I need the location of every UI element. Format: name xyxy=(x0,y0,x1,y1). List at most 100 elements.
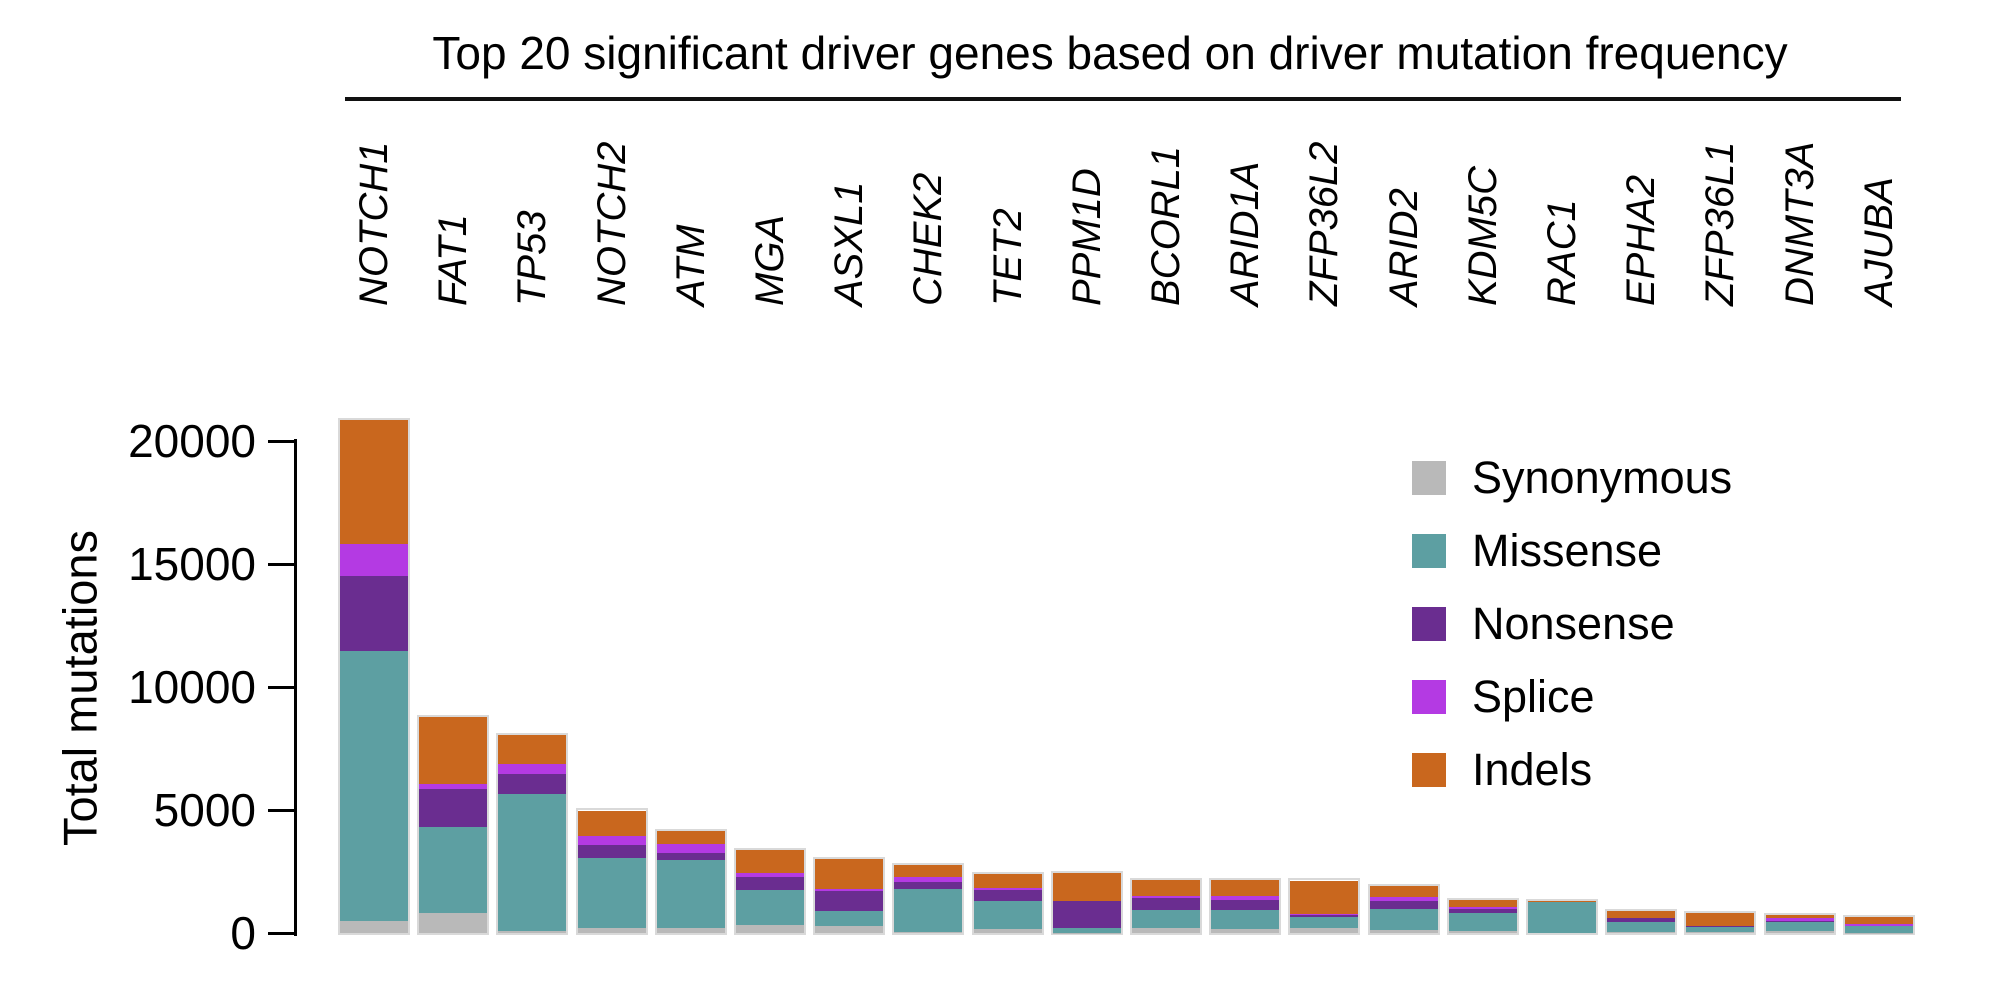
gene-label-KDM5C: KDM5C xyxy=(1460,165,1505,306)
y-tick-mark xyxy=(268,685,295,689)
bar-ARID1A xyxy=(1209,878,1282,935)
legend-swatch-missense xyxy=(1412,534,1446,568)
bar-TET2 xyxy=(971,871,1044,935)
gene-label-ARID1A: ARID1A xyxy=(1223,161,1268,307)
legend-swatch-nonsense xyxy=(1412,607,1446,641)
segment-NOTCH1-splice xyxy=(340,543,408,576)
bar-NOTCH1 xyxy=(338,418,410,935)
segment-PPM1D-indels xyxy=(1052,872,1121,901)
segment-ZFP36L2-nonsense xyxy=(1290,915,1359,917)
segment-ARID2-synonymous xyxy=(1369,929,1438,933)
segment-ATM-synonymous xyxy=(656,927,725,933)
segment-TP53-indels xyxy=(498,735,567,765)
segment-MGA-missense xyxy=(736,890,804,926)
segment-TP53-synonymous xyxy=(498,931,567,933)
segment-ZFP36L2-indels xyxy=(1290,880,1359,915)
gene-label-AJUBA: AJUBA xyxy=(1856,177,1901,306)
segment-EPHA2-nonsense xyxy=(1607,918,1676,922)
segment-ARID2-indels xyxy=(1369,885,1438,898)
segment-NOTCH1-synonymous xyxy=(340,921,408,933)
segment-CHEK2-missense xyxy=(894,888,963,932)
gene-label-DNMT3A: DNMT3A xyxy=(1777,141,1822,306)
segment-ZFP36L2-synonymous xyxy=(1290,927,1359,933)
gene-label-TET2: TET2 xyxy=(985,208,1030,306)
legend-item-nonsense: Nonsense xyxy=(1412,598,1675,649)
segment-MGA-nonsense xyxy=(736,876,804,891)
segment-TP53-missense xyxy=(498,793,567,932)
segment-CHEK2-synonymous xyxy=(894,931,963,933)
segment-CHEK2-indels xyxy=(894,865,963,878)
segment-BCORL1-nonsense xyxy=(1132,897,1200,910)
segment-AJUBA-indels xyxy=(1844,917,1913,924)
y-tick-mark xyxy=(268,562,295,566)
segment-ZFP36L1-indels xyxy=(1686,913,1755,927)
segment-ARID1A-synonymous xyxy=(1211,928,1280,933)
segment-FAT1-splice xyxy=(419,783,488,789)
segment-EPHA2-indels xyxy=(1607,911,1676,918)
segment-TET2-missense xyxy=(973,900,1042,929)
segment-ATM-splice xyxy=(656,844,725,853)
segment-NOTCH2-synonymous xyxy=(577,927,646,933)
segment-ARID1A-missense xyxy=(1211,909,1280,929)
segment-TET2-indels xyxy=(973,873,1042,888)
bar-ZFP36L2 xyxy=(1288,878,1361,935)
segment-NOTCH1-missense xyxy=(340,650,408,922)
segment-ZFP36L1-synonymous xyxy=(1686,931,1755,933)
segment-KDM5C-missense xyxy=(1448,912,1517,932)
bar-ZFP36L1 xyxy=(1684,911,1757,935)
y-tick-label: 5000 xyxy=(153,784,256,836)
segment-DNMT3A-nonsense xyxy=(1765,921,1834,923)
segment-BCORL1-splice xyxy=(1132,895,1200,898)
bar-BCORL1 xyxy=(1130,877,1202,935)
segment-TET2-synonymous xyxy=(973,928,1042,933)
segment-TET2-splice xyxy=(973,887,1042,891)
legend-item-synonymous: Synonymous xyxy=(1412,452,1732,503)
segment-NOTCH1-nonsense xyxy=(340,575,408,651)
bar-TP53 xyxy=(496,732,569,935)
segment-MGA-splice xyxy=(736,872,804,877)
segment-RAC1-missense xyxy=(1528,902,1596,933)
y-tick-label: 20000 xyxy=(128,415,256,467)
segment-NOTCH2-nonsense xyxy=(577,845,646,858)
segment-ZFP36L1-missense xyxy=(1686,927,1755,932)
y-tick-mark xyxy=(268,931,295,935)
segment-RAC1-indels xyxy=(1528,900,1596,903)
segment-ATM-nonsense xyxy=(656,852,725,861)
segment-DNMT3A-indels xyxy=(1765,914,1834,919)
segment-KDM5C-synonymous xyxy=(1448,931,1517,933)
legend-label: Splice xyxy=(1472,671,1595,722)
segment-KDM5C-indels xyxy=(1448,899,1517,907)
bar-ASXL1 xyxy=(813,856,886,935)
segment-NOTCH2-indels xyxy=(577,810,646,837)
segment-ARID1A-nonsense xyxy=(1211,899,1280,910)
segment-ASXL1-splice xyxy=(815,888,884,892)
segment-KDM5C-nonsense xyxy=(1448,909,1517,913)
segment-KDM5C-splice xyxy=(1448,906,1517,910)
segment-AJUBA-missense xyxy=(1844,926,1913,933)
bar-FAT1 xyxy=(417,715,490,935)
segment-CHEK2-splice xyxy=(894,877,963,883)
gene-label-NOTCH2: NOTCH2 xyxy=(589,141,634,306)
gene-label-ATM: ATM xyxy=(668,224,713,306)
gene-label-CHEK2: CHEK2 xyxy=(906,172,951,306)
bar-ARID2 xyxy=(1367,883,1440,935)
y-tick-mark xyxy=(268,808,295,812)
segment-MGA-synonymous xyxy=(736,925,804,933)
legend-item-splice: Splice xyxy=(1412,671,1595,722)
bar-RAC1 xyxy=(1526,898,1598,935)
y-tick-label: 15000 xyxy=(128,538,256,590)
segment-BCORL1-missense xyxy=(1132,909,1200,928)
segment-TET2-nonsense xyxy=(973,890,1042,901)
segment-ARID1A-indels xyxy=(1211,880,1280,897)
legend-item-indels: Indels xyxy=(1412,744,1592,795)
segment-BCORL1-indels xyxy=(1132,879,1200,896)
segment-NOTCH2-splice xyxy=(577,836,646,846)
segment-ASXL1-missense xyxy=(815,911,884,926)
y-tick-label: 0 xyxy=(230,907,256,959)
gene-label-EPHA2: EPHA2 xyxy=(1619,174,1664,306)
segment-PPM1D-nonsense xyxy=(1052,900,1121,928)
gene-label-NOTCH1: NOTCH1 xyxy=(352,141,396,306)
segment-NOTCH1-indels xyxy=(340,420,408,544)
segment-ASXL1-nonsense xyxy=(815,891,884,912)
title-underline xyxy=(345,97,1901,101)
